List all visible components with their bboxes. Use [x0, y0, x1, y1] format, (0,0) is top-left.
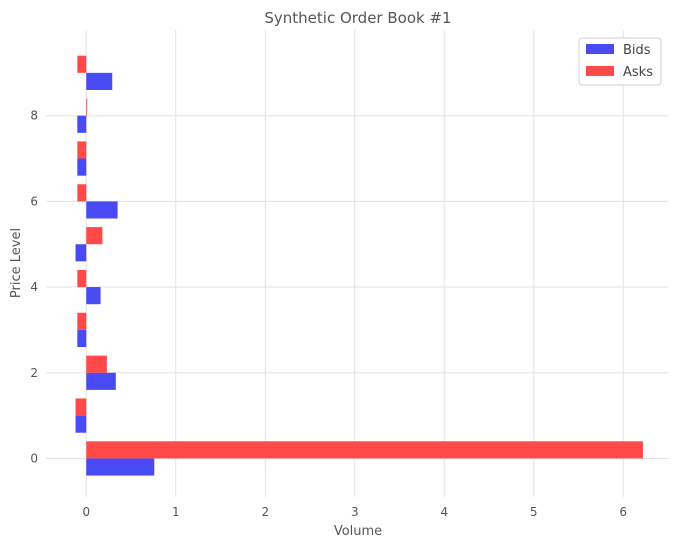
bar-asks — [86, 227, 103, 245]
x-tick-label: 0 — [82, 505, 90, 519]
x-tick-label: 1 — [172, 505, 180, 519]
bar-asks — [75, 398, 87, 416]
legend-label-asks: Asks — [623, 65, 653, 80]
legend-swatch-bids — [586, 44, 614, 54]
bar-asks — [86, 441, 643, 459]
legend: Bids Asks — [578, 37, 662, 86]
bar-bids — [75, 244, 87, 262]
bars-layer — [75, 55, 643, 476]
bar-bids — [77, 329, 87, 348]
y-tick-label: 2 — [30, 366, 38, 380]
grid-layer — [46, 30, 668, 497]
bar-asks — [77, 312, 87, 330]
bar-bids — [86, 201, 118, 219]
x-tick-label: 2 — [261, 505, 269, 519]
y-axis-label: Price Level — [9, 228, 24, 298]
chart-title: Synthetic Order Book #1 — [264, 9, 451, 27]
y-tick-label: 4 — [30, 280, 38, 294]
bar-asks — [77, 141, 87, 159]
legend-label-bids: Bids — [623, 43, 651, 58]
legend-swatch-asks — [586, 66, 614, 76]
x-tick-label: 3 — [351, 505, 359, 519]
bar-bids — [86, 372, 116, 390]
bar-bids — [77, 115, 87, 133]
bar-bids — [86, 287, 101, 305]
bar-asks — [77, 184, 87, 202]
bar-bids — [86, 72, 113, 90]
ticks-layer: 0 1 2 3 4 5 6 0 2 4 6 8 — [30, 109, 627, 519]
bar-asks — [77, 269, 87, 288]
y-tick-label: 6 — [30, 194, 38, 208]
bar-asks — [77, 55, 87, 73]
bar-asks — [86, 98, 88, 116]
bar-bids — [75, 415, 87, 433]
x-tick-label: 4 — [440, 505, 448, 519]
bar-bids — [86, 458, 155, 476]
bar-asks — [86, 355, 107, 373]
y-tick-label: 0 — [30, 451, 38, 465]
y-tick-label: 8 — [30, 109, 38, 123]
x-tick-label: 5 — [530, 505, 538, 519]
x-axis-label: Volume — [334, 524, 382, 539]
bar-bids — [77, 158, 87, 176]
x-tick-label: 6 — [619, 505, 627, 519]
